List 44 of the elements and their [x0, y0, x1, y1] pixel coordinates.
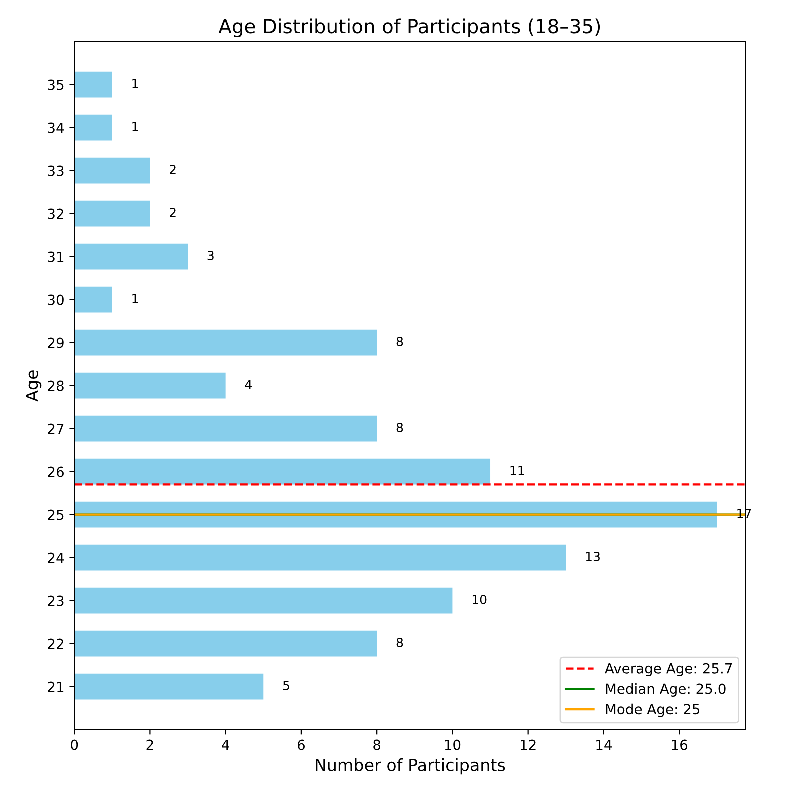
data-label: 8	[396, 638, 404, 648]
data-label: 1	[132, 79, 138, 88]
x-tick-label: 10	[445, 740, 461, 750]
y-tick-label: 33	[48, 166, 64, 176]
legend-label: Median Age: 25.0	[606, 683, 726, 697]
y-tick-label: 21	[48, 682, 64, 692]
y-tick-label: 30	[48, 294, 64, 306]
x-axis-title: Number of Participants	[316, 758, 506, 775]
y-tick-label: 32	[48, 208, 64, 220]
data-label: 10	[472, 594, 487, 604]
data-label: 1	[132, 294, 138, 304]
y-tick-label: 25	[48, 510, 64, 520]
data-label: 1	[132, 122, 138, 132]
data-label: 11	[510, 466, 524, 476]
x-tick-label: 0	[71, 740, 78, 750]
y-tick-label: 26	[48, 466, 64, 478]
y-axis-title: Age	[26, 370, 42, 402]
legend-label: Mode Age: 25	[606, 704, 700, 718]
data-label: 4	[245, 380, 252, 390]
y-tick-label: 28	[48, 380, 64, 392]
y-tick-label: 35	[48, 80, 64, 90]
y-tick-label: 27	[48, 424, 64, 434]
x-tick-label: 14	[596, 740, 612, 750]
data-label: 8	[396, 422, 404, 432]
x-tick-label: 6	[298, 740, 305, 750]
y-tick-label: 24	[48, 552, 64, 564]
x-tick-label: 2	[146, 740, 154, 750]
y-tick-label: 31	[48, 252, 64, 262]
data-label: 13	[586, 552, 600, 562]
x-tick-label: 4	[222, 740, 230, 750]
legend-label: Average Age: 25.7	[605, 663, 732, 677]
x-tick-label: 8	[374, 740, 381, 750]
y-tick-label: 29	[48, 338, 64, 348]
y-tick-label: 23	[48, 596, 64, 606]
y-tick-label: 22	[48, 638, 64, 650]
data-label: 2	[170, 208, 176, 218]
data-label: 8	[396, 336, 404, 346]
data-label: 3	[208, 250, 214, 260]
y-tick-label: 34	[48, 122, 64, 134]
x-tick-label: 16	[672, 740, 688, 750]
data-label: 2	[170, 164, 176, 174]
data-label: 5	[284, 681, 290, 690]
x-tick-label: 12	[521, 740, 536, 750]
chart-title: Age Distribution of Participants (18–35)	[218, 18, 600, 38]
